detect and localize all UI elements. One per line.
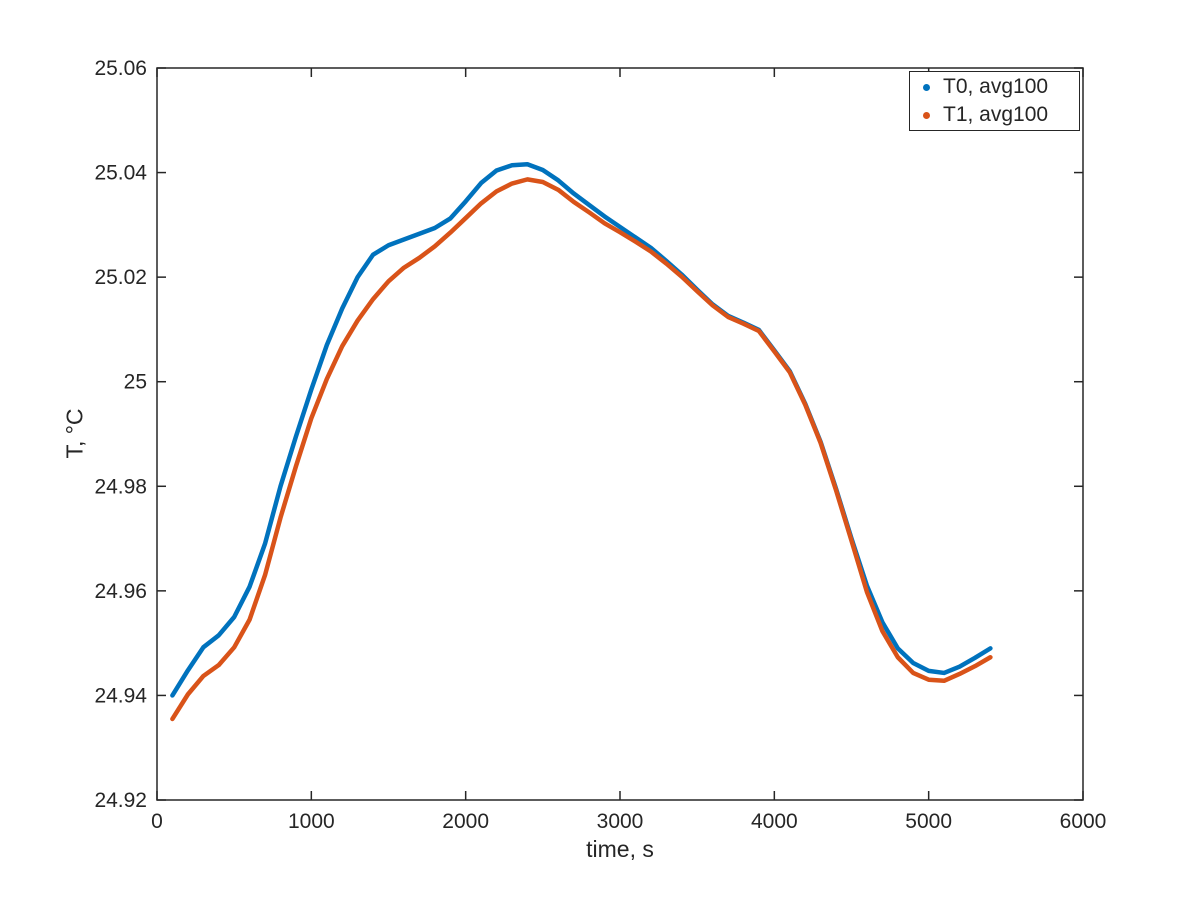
legend-label-t0: T0, avg100 xyxy=(943,75,1049,98)
series-line-t0 xyxy=(170,161,993,698)
legend-entry-t1: T1, avg100 xyxy=(910,103,1079,127)
legend: T0, avg100 T1, avg100 xyxy=(909,71,1080,131)
legend-entry-t0: T0, avg100 xyxy=(910,75,1079,99)
y-axis-label: T, °C xyxy=(61,408,88,459)
x-axis-label: time, s xyxy=(586,836,654,862)
x-tick-label: 1000 xyxy=(288,810,335,833)
series-line-t1 xyxy=(170,177,993,722)
x-tick-label: 0 xyxy=(151,810,163,833)
y-tick-label: 25.06 xyxy=(94,57,147,80)
y-tick-label: 24.96 xyxy=(94,580,147,603)
y-tick-label: 24.92 xyxy=(94,789,147,812)
x-tick-label: 3000 xyxy=(597,810,644,833)
t0-dot-marker-icon xyxy=(923,83,930,91)
y-tick-label: 24.94 xyxy=(94,684,147,707)
data-series xyxy=(170,161,993,722)
y-tick-label: 24.98 xyxy=(94,475,147,498)
y-tick-label: 25.04 xyxy=(94,162,147,185)
x-tick-label: 4000 xyxy=(751,810,798,833)
axes: 0 1000 2000 3000 4000 5000 6000 24.92 24.94 24.96… xyxy=(94,57,1106,833)
x-tick-label: 6000 xyxy=(1060,810,1107,833)
t1-dot-marker-icon xyxy=(923,111,930,119)
y-tick-label: 25.02 xyxy=(94,266,147,289)
y-tick-label: 25 xyxy=(124,371,147,394)
legend-label-t1: T1, avg100 xyxy=(943,103,1049,126)
x-tick-label: 5000 xyxy=(905,810,952,833)
x-tick-label: 2000 xyxy=(442,810,489,833)
